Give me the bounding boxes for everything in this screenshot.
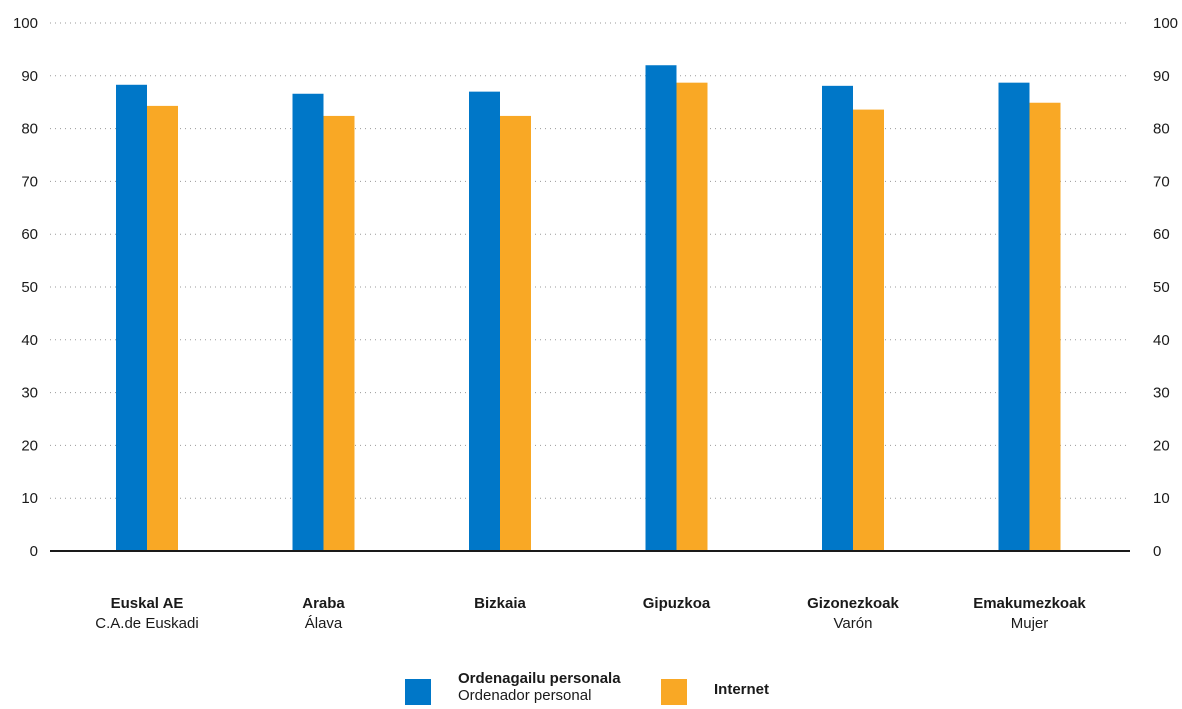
legend-label-main: Ordenagailu personala [458, 670, 621, 687]
y-tick-label-right: 10 [1153, 490, 1170, 507]
y-tick-label-left: 70 [21, 173, 38, 190]
y-tick-label-left: 100 [13, 15, 38, 32]
y-tick-label-left: 40 [21, 332, 38, 349]
category-label-main: Araba [302, 595, 345, 612]
y-tick-label-right: 0 [1153, 543, 1161, 560]
y-tick-label-right: 90 [1153, 68, 1170, 85]
legend: Ordenagailu personala Ordenador personal… [0, 670, 1182, 709]
legend-item-ordenagailu: Ordenagailu personala Ordenador personal [405, 670, 621, 705]
y-tick-label-right: 30 [1153, 385, 1170, 402]
category-label-main: Bizkaia [474, 595, 526, 612]
category-label-sub: Mujer [1011, 615, 1049, 632]
y-tick-label-left: 90 [21, 68, 38, 85]
category-label-main: Gipuzkoa [643, 595, 711, 612]
legend-item-internet: Internet [661, 670, 769, 705]
legend-swatch-orange [661, 679, 687, 705]
bar-ordenagailu [469, 91, 500, 551]
x-axis-categories: Euskal AE C.A.de Euskadi Araba Álava Bizkaia… [95, 595, 1086, 632]
gridlines [50, 22, 1130, 499]
y-axis-right: 0 10 20 30 40 50 60 70 80 90 100 [1153, 15, 1178, 560]
y-tick-label-right: 100 [1153, 15, 1178, 32]
bar-internet [853, 109, 884, 551]
y-tick-label-left: 60 [21, 226, 38, 243]
bar-internet [323, 115, 355, 551]
legend-label-main: Internet [714, 681, 770, 698]
category-label-main: Gizonezkoak [807, 595, 899, 612]
y-tick-label-left: 30 [21, 385, 38, 402]
y-tick-label-left: 10 [21, 490, 38, 507]
y-tick-label-right: 60 [1153, 226, 1170, 243]
bar-internet [1029, 102, 1061, 551]
y-tick-label-right: 70 [1153, 173, 1170, 190]
bar-ordenagailu [645, 65, 677, 552]
bar-ordenagailu [292, 93, 324, 551]
category-label-sub: C.A.de Euskadi [95, 615, 198, 632]
bar-internet [500, 115, 531, 551]
category-label-sub: Varón [834, 615, 873, 632]
y-axis-left: 0 10 20 30 40 50 60 70 80 90 100 [13, 15, 38, 560]
bar-internet [147, 105, 178, 552]
y-tick-label-right: 20 [1153, 437, 1170, 454]
legend-label-sub: Ordenador personal [458, 687, 592, 704]
y-tick-label-right: 80 [1153, 121, 1170, 138]
y-tick-label-right: 40 [1153, 332, 1170, 349]
bar-ordenagailu [116, 84, 147, 551]
category-label-main: Emakumezkoak [973, 595, 1086, 612]
legend-swatch-blue [405, 679, 431, 705]
y-tick-label-left: 80 [21, 121, 38, 138]
y-tick-label-left: 20 [21, 437, 38, 454]
y-tick-label-left: 50 [21, 279, 38, 296]
bar-ordenagailu [998, 82, 1030, 551]
category-label-sub: Álava [305, 615, 343, 632]
bar-internet [676, 82, 708, 551]
category-label-main: Euskal AE [111, 595, 184, 612]
y-tick-label-right: 50 [1153, 279, 1170, 296]
bar-ordenagailu [822, 85, 853, 551]
bars [116, 65, 1061, 552]
y-tick-label-left: 0 [30, 543, 38, 560]
